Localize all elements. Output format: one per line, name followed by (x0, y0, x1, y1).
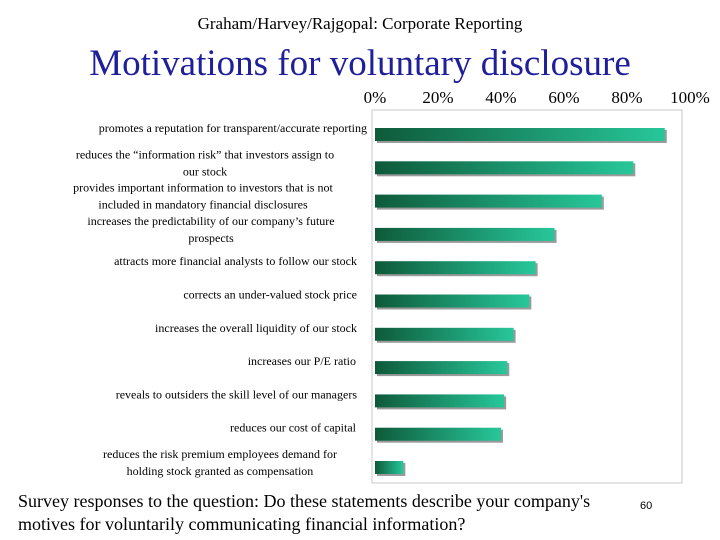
category-label: reduces the risk premium employees deman… (103, 447, 337, 478)
page-number: 60 (640, 500, 653, 512)
bar (375, 327, 514, 341)
bar (375, 227, 555, 241)
x-tick-label: 20% (422, 88, 453, 107)
category-label: increases the predictability of our comp… (87, 214, 334, 245)
x-tick-label: 0% (364, 88, 387, 107)
x-tick-label: 40% (485, 88, 516, 107)
category-label: attracts more financial analysts to foll… (114, 254, 357, 268)
category-label: reveals to outsiders the skill level of … (116, 387, 358, 401)
slide-title: Motivations for voluntary disclosure (89, 43, 631, 84)
slide-header: Graham/Harvey/Rajgopal: Corporate Report… (197, 14, 523, 33)
category-label: corrects an under-valued stock price (183, 288, 357, 302)
x-tick-label: 80% (611, 88, 642, 107)
category-label: promotes a reputation for transparent/ac… (99, 121, 367, 135)
bar (375, 394, 505, 408)
x-tick-label: 100% (670, 88, 710, 107)
slide-caption: Survey responses to the question: Do the… (18, 491, 591, 534)
x-tick-label: 60% (548, 88, 579, 107)
bar (375, 261, 536, 275)
bar (375, 361, 508, 375)
bar (375, 294, 530, 308)
category-label: reduces the “information risk” that inve… (76, 147, 334, 178)
category-label: increases the overall liquidity of our s… (155, 321, 357, 335)
bar (375, 461, 404, 474)
category-label: reduces our cost of capital (230, 421, 357, 435)
bar (375, 128, 665, 141)
category-label: provides important information to invest… (73, 181, 333, 212)
plot-frame (371, 109, 683, 484)
bar (375, 161, 634, 175)
category-label: increases our P/E ratio (248, 354, 356, 368)
bar (375, 194, 602, 208)
bar (375, 427, 501, 441)
